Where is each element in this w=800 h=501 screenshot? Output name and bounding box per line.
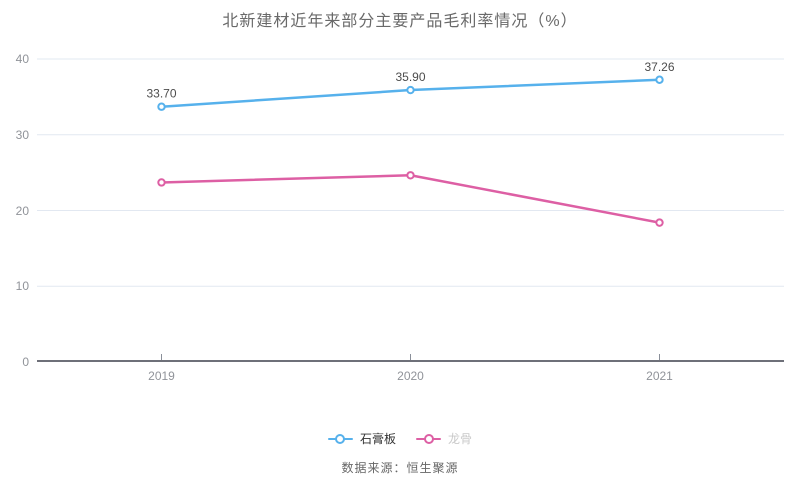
y-axis-labels: 0 10 20 30 40: [0, 52, 29, 369]
x-axis-labels: 2019 2020 2021: [37, 369, 784, 385]
legend-item-label: 龙骨: [448, 431, 473, 446]
data-source: 数据来源：恒生聚源: [341, 461, 459, 475]
legend-item[interactable]: 石膏板: [327, 431, 396, 446]
legend: 石膏板 龙骨: [0, 429, 800, 449]
legend-line-marker-icon: [327, 433, 353, 446]
plot-area: 33.70 35.90 37.26: [37, 58, 784, 362]
legend-item-label: 石膏板: [359, 431, 396, 446]
y-axis-tick-label: 40: [15, 52, 29, 66]
x-axis-tick-label: 2019: [148, 369, 175, 383]
svg-text:37.26: 37.26: [644, 60, 674, 74]
legend-item[interactable]: 龙骨: [416, 431, 473, 446]
svg-text:33.70: 33.70: [146, 87, 176, 101]
legend-line-marker-icon: [416, 433, 441, 446]
y-axis-tick-label: 10: [15, 279, 29, 294]
y-axis-tick-label: 20: [15, 203, 29, 218]
chart-title: 北新建材近年来部分主要产品毛利率情况（%）: [222, 13, 578, 30]
svg-text:35.90: 35.90: [395, 70, 425, 84]
x-axis-tick-label: 2020: [397, 369, 424, 383]
line-chart-svg: 33.70 35.90 37.26: [37, 58, 784, 362]
x-axis-tick-label: 2021: [646, 369, 673, 383]
y-axis-tick-label: 0: [22, 355, 29, 369]
y-axis-tick-label: 30: [15, 127, 29, 142]
